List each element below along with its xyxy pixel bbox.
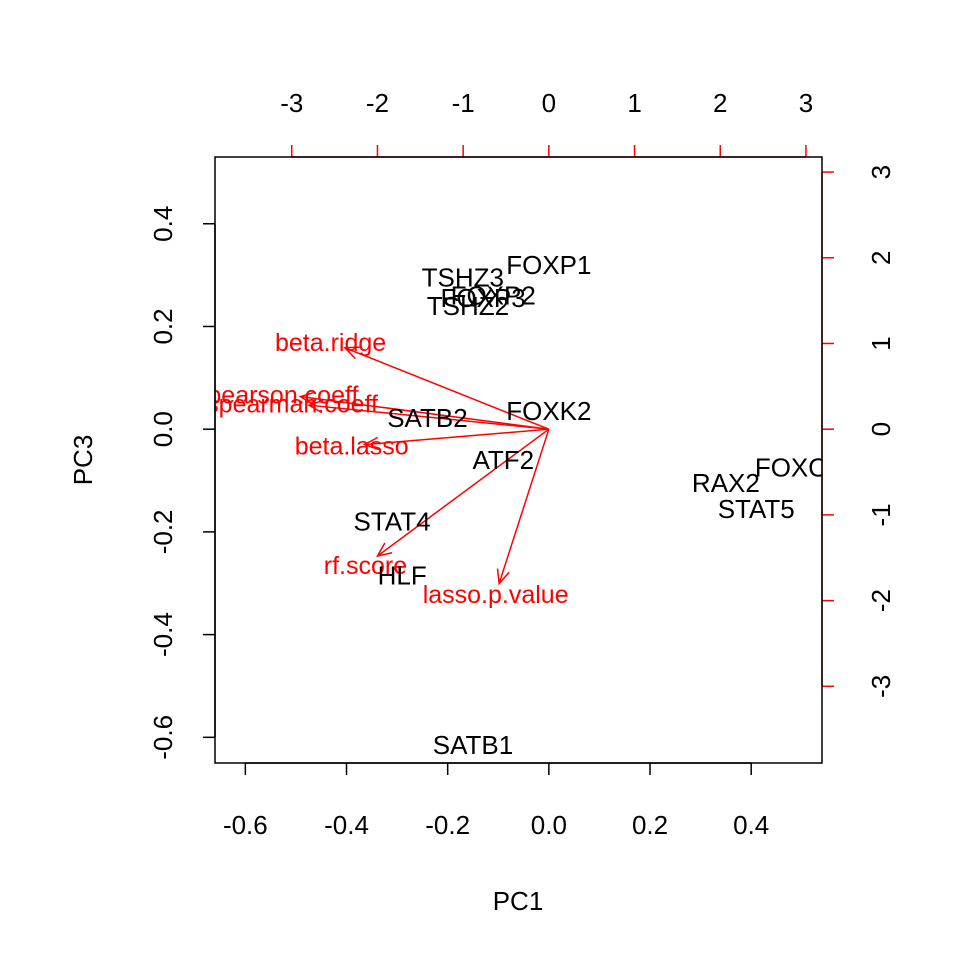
loading-label: beta.ridge	[275, 329, 386, 357]
y-tick-label: 0.2	[148, 308, 178, 344]
loading-arrow	[377, 428, 550, 557]
y-axis-label: PC3	[68, 435, 98, 486]
right-tick-label: -3	[866, 675, 896, 698]
loading-arrowhead	[375, 542, 393, 558]
y-tick-label: -0.6	[148, 715, 178, 760]
x-axis-label: PC1	[493, 886, 544, 916]
top-tick-label: 0	[542, 88, 556, 118]
loading-label: lasso.p.value	[423, 581, 569, 609]
point-label: FOXO	[755, 453, 829, 483]
top-tick-label: -2	[366, 88, 389, 118]
right-tick-label: -1	[866, 503, 896, 526]
x-tick-label: -0.6	[223, 810, 268, 840]
point-label: SATB1	[433, 730, 513, 760]
loading-arrow	[300, 395, 549, 430]
y-tick-label: 0.0	[148, 411, 178, 447]
top-tick-label: 3	[799, 88, 813, 118]
loading-arrowhead	[362, 436, 380, 451]
y-tick-label: -0.2	[148, 509, 178, 554]
x-tick-label: -0.4	[324, 810, 369, 840]
loading-arrowhead	[298, 391, 315, 406]
right-tick-label: 1	[866, 336, 896, 350]
loading-label: spearman.coeff	[206, 391, 378, 419]
right-tick-label: 3	[866, 165, 896, 179]
x-tick-label: -0.2	[425, 810, 470, 840]
point-label: TSHZ3	[422, 263, 504, 293]
top-tick-label: 2	[713, 88, 727, 118]
point-label: FOXP3	[440, 283, 525, 313]
point-label: ATF2	[473, 445, 535, 475]
y-tick-label: -0.4	[148, 612, 178, 657]
y-tick-label: 0.4	[148, 206, 178, 242]
top-tick-label: -3	[280, 88, 303, 118]
loading-arrowhead	[496, 568, 510, 586]
right-tick-label: 2	[866, 251, 896, 265]
point-label: TSHZ2	[427, 291, 509, 321]
point-label: STAT5	[718, 494, 795, 524]
right-tick-label: -2	[866, 589, 896, 612]
x-tick-label: 0.2	[632, 810, 668, 840]
point-label: RAX2	[692, 468, 760, 498]
point-label: FOXP1	[506, 250, 591, 280]
loading-label: pearson.coeff	[207, 381, 358, 409]
loading-label: rf.score	[324, 552, 407, 580]
point-label: SATB2	[387, 403, 467, 433]
loading-arrowhead	[343, 346, 360, 360]
top-tick-label: -1	[452, 88, 475, 118]
loading-arrow	[344, 347, 550, 430]
x-tick-label: 0.4	[733, 810, 769, 840]
top-tick-label: 1	[627, 88, 641, 118]
loading-arrow	[308, 404, 549, 430]
point-label: HLF	[378, 561, 427, 591]
loading-arrow	[364, 428, 549, 446]
x-tick-label: 0.0	[531, 810, 567, 840]
point-label: FOXP2	[451, 281, 536, 311]
plot-frame	[214, 156, 823, 764]
loading-arrow	[498, 428, 550, 584]
loading-label: beta.lasso	[295, 433, 409, 461]
right-tick-label: 0	[866, 422, 896, 436]
loading-arrowhead	[307, 399, 324, 414]
point-label: STAT4	[354, 507, 431, 537]
point-label: FOXK2	[506, 396, 591, 426]
